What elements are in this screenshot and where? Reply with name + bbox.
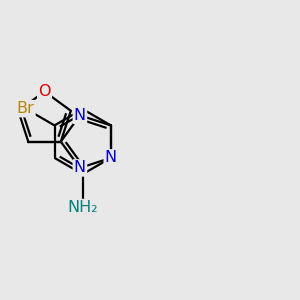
Text: N: N [74, 108, 86, 123]
Text: N: N [74, 160, 86, 175]
Text: N: N [105, 150, 117, 165]
Text: Br: Br [17, 101, 34, 116]
Text: NH₂: NH₂ [68, 200, 98, 215]
Text: O: O [38, 84, 51, 99]
